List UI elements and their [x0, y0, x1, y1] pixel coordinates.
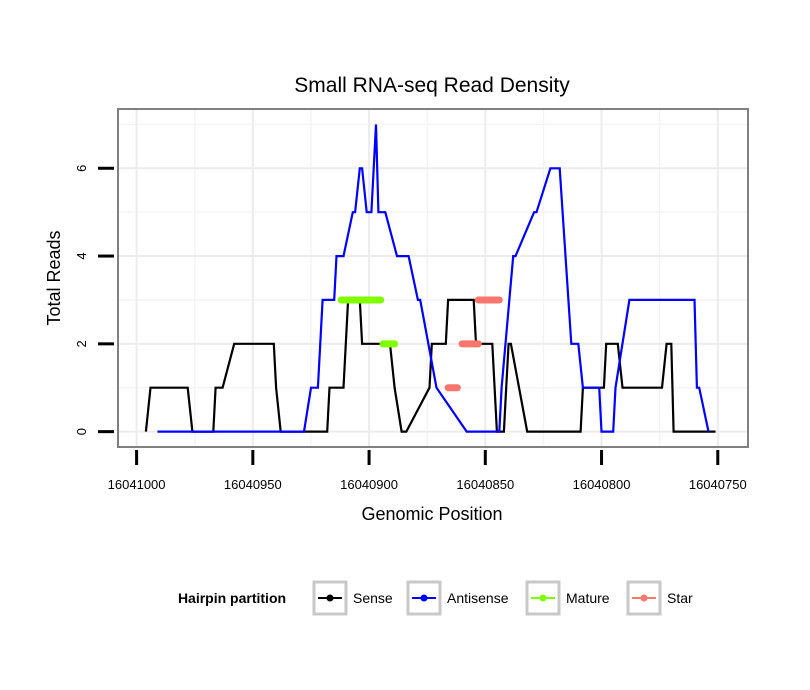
y-axis-title: Total Reads — [44, 230, 64, 325]
y-tick-label: 2 — [74, 340, 89, 347]
y-tick-label: 6 — [74, 165, 89, 172]
x-tick-label: 16041000 — [108, 477, 166, 492]
x-axis-title: Genomic Position — [361, 504, 502, 524]
series-layer — [144, 124, 716, 433]
chart-title: Small RNA-seq Read Density — [294, 74, 570, 97]
grid — [118, 109, 748, 447]
legend-label-star: Star — [667, 590, 693, 606]
plot-panel — [117, 108, 749, 448]
legend-label-mature: Mature — [566, 590, 610, 606]
legend-key-point-antisense — [420, 594, 428, 602]
legend-label-antisense: Antisense — [447, 590, 509, 606]
legend: Hairpin partition Sense Antisense Mature St… — [178, 580, 693, 616]
x-tick-label: 16040750 — [689, 477, 747, 492]
x-tick-label: 16040900 — [340, 477, 398, 492]
series-line-antisense — [157, 124, 710, 433]
legend-key-point-sense — [326, 594, 334, 602]
legend-label-sense: Sense — [353, 590, 393, 606]
x-tick-label: 16040850 — [456, 477, 514, 492]
axes: 16041000 16040950 16040900 16040850 16040800… — [74, 165, 747, 492]
legend-key-point-star — [640, 594, 648, 602]
x-tick-label: 16040950 — [224, 477, 282, 492]
y-tick-label: 0 — [74, 428, 89, 435]
x-tick-label: 16040800 — [573, 477, 631, 492]
series-line-sense — [144, 298, 716, 433]
legend-key-point-mature — [539, 594, 547, 602]
legend-title: Hairpin partition — [178, 590, 286, 606]
y-tick-label: 4 — [74, 252, 89, 259]
